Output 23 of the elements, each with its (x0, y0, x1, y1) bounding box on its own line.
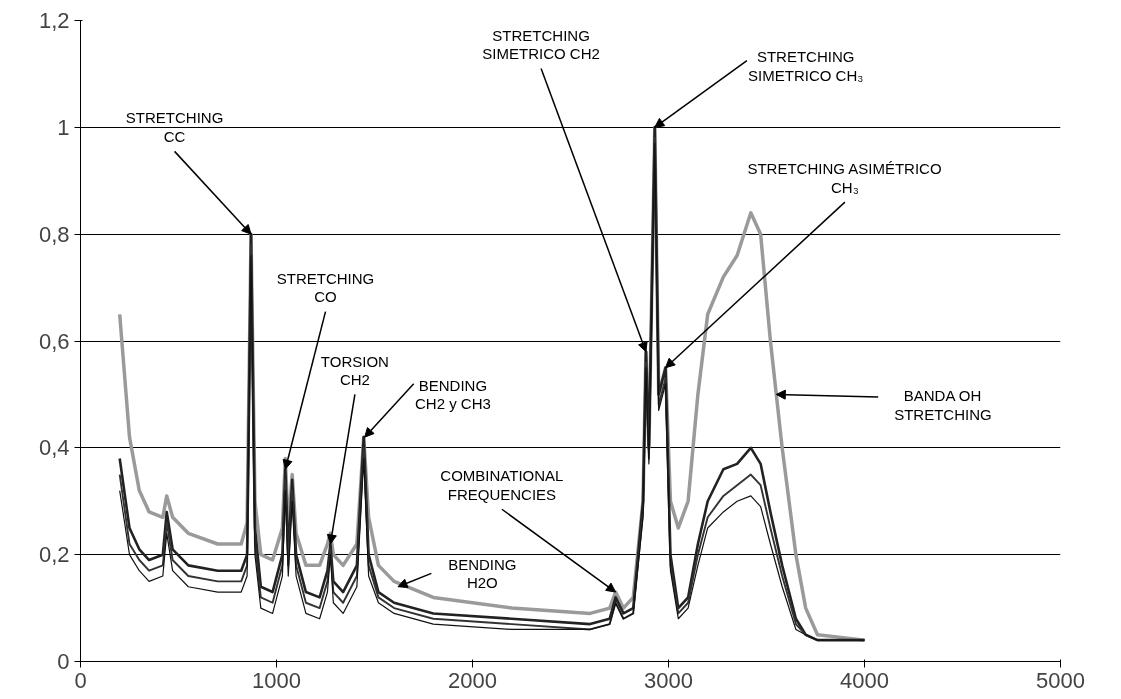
y-tick-label: 0,4 (38, 435, 70, 461)
annotation: STRETCHING SIMETRICO CH2 (482, 26, 600, 63)
annotation: STRETCHING SIMETRICO CH₃ (748, 48, 864, 84)
y-tick-label: 0,8 (38, 221, 70, 247)
annotation: STRETCHING ASIMÉTRICO CH₃ (747, 160, 942, 196)
x-tick-label: 4000 (840, 667, 889, 693)
annotation: COMBINATIONAL FREQUENCIES (440, 467, 564, 504)
y-tick-label: 1 (57, 114, 70, 140)
y-tick-label: 0,2 (38, 542, 70, 568)
annotation: TORSION CH2 (320, 352, 389, 389)
x-tick-label: 2000 (448, 667, 497, 693)
annotation: BANDA OH STRETCHING (894, 387, 992, 423)
y-tick-label: 0,6 (38, 328, 70, 354)
y-tick-label: 1,2 (38, 8, 70, 33)
y-tick-label: 0 (57, 649, 70, 674)
x-tick-label: 3000 (644, 667, 693, 693)
annotation: BENDING H2O (448, 555, 517, 592)
annotation: BENDING CH2 y CH3 (414, 376, 491, 413)
x-tick-label: 5000 (1036, 667, 1085, 693)
annotation: STRETCHING CC (125, 109, 224, 146)
x-tick-label: 0 (74, 667, 87, 693)
annotation: STRETCHING CO (276, 269, 375, 306)
x-tick-label: 1000 (252, 667, 301, 693)
